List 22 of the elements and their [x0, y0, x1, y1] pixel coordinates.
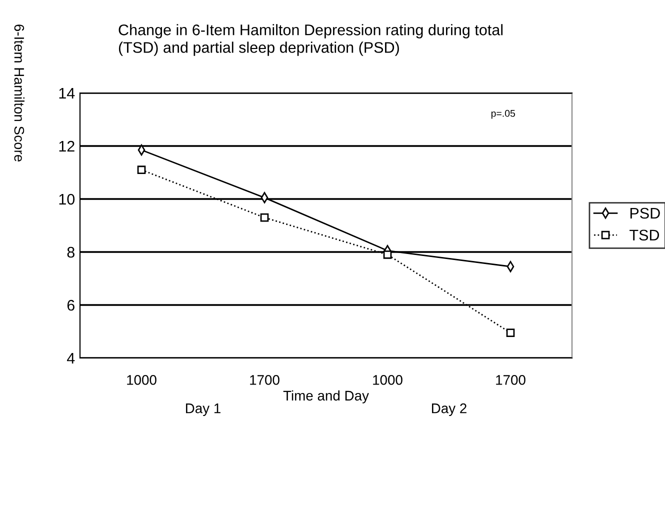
annotation: p=.05: [491, 110, 516, 119]
chart-title: Change in 6-Item Hamilton Depression rating during total (TSD) and partial sleep deprivation (PSD): [118, 24, 503, 56]
y-tick-label: 4: [66, 353, 75, 364]
point: [383, 250, 392, 259]
y-tick-label: 10: [59, 194, 75, 205]
text: Day 2: [432, 403, 466, 416]
y-tick-label: 8: [67, 246, 74, 258]
x-tick-label: 1000: [373, 375, 402, 385]
y-axis-title: 6-Item Hamilton Score: [14, 24, 24, 162]
point: [260, 213, 269, 222]
x-tick-label: 1700: [496, 375, 526, 385]
x-axis-title: Time and Day: [283, 390, 369, 404]
text: Day 1: [186, 404, 220, 416]
legend-label: TSD: [630, 230, 660, 241]
x-tick-label: 1000: [127, 375, 156, 385]
point: [137, 166, 146, 174]
y-tick-label: 12: [59, 140, 74, 152]
y-tick-label: 6: [67, 300, 74, 311]
y-tick-label: 14: [59, 88, 75, 99]
point: [506, 328, 515, 337]
legend-label: PSD: [630, 208, 660, 219]
x-tick-label: 1700: [250, 375, 280, 385]
